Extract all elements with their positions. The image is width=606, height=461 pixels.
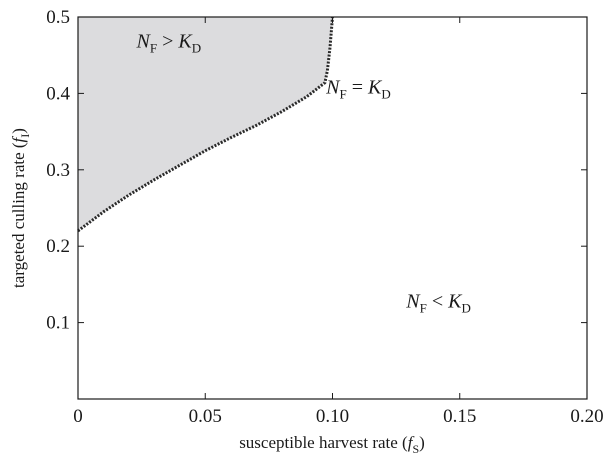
y-tick-label: 0.1 bbox=[46, 313, 70, 334]
y-tick-label: 0.2 bbox=[46, 236, 70, 257]
region-label: NF = KD bbox=[325, 76, 391, 101]
x-tick-label: 0.15 bbox=[443, 406, 476, 427]
shaded-region bbox=[78, 17, 333, 231]
shaded-region-layer bbox=[78, 17, 333, 231]
boundary-layer bbox=[77, 16, 334, 233]
x-tick-label: 0 bbox=[73, 406, 83, 427]
x-tick-label: 0.20 bbox=[570, 406, 603, 427]
y-tick-label: 0.4 bbox=[46, 83, 70, 104]
region-labels: NF > KD NF = KD NF < KD bbox=[136, 31, 471, 316]
x-tick-label: 0.10 bbox=[316, 406, 349, 427]
y-tick-label: 0.3 bbox=[46, 160, 70, 181]
x-axis: 0 0.05 0.10 0.15 0.20 bbox=[73, 17, 604, 427]
y-tick-label: 0.5 bbox=[46, 7, 70, 28]
x-axis-label: susceptible harvest rate (fS) bbox=[239, 433, 425, 456]
y-axis: 0.1 0.2 0.3 0.4 0.5 bbox=[46, 7, 587, 334]
region-label: NF > KD bbox=[136, 31, 202, 56]
x-tick-label: 0.05 bbox=[189, 406, 222, 427]
boundary-line bbox=[77, 16, 334, 233]
y-axis-label: targeted culling rate (fI) bbox=[9, 128, 32, 288]
region-label: NF < KD bbox=[405, 290, 471, 315]
